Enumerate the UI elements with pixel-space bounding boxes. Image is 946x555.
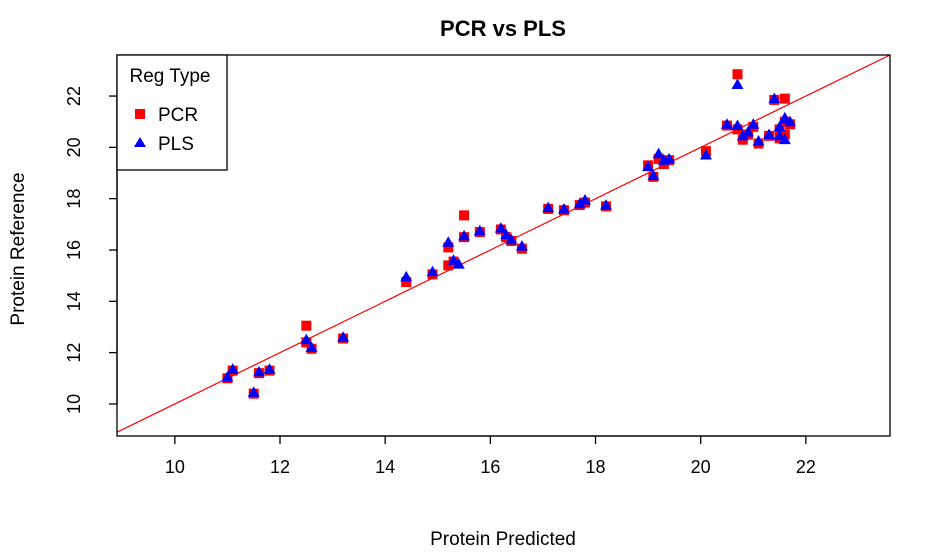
pls-point xyxy=(747,118,760,129)
pcr-point xyxy=(459,210,470,221)
y-tick-label: 12 xyxy=(64,343,84,363)
pls-point xyxy=(337,331,350,342)
pls-point xyxy=(305,341,318,352)
pls-point xyxy=(784,115,797,127)
pls-point xyxy=(731,119,744,131)
pls-point xyxy=(247,386,260,397)
pls-point xyxy=(768,92,781,104)
pls-point xyxy=(442,236,455,247)
y-tick-label: 20 xyxy=(64,137,84,157)
pls-point xyxy=(778,133,791,145)
pls-point xyxy=(557,202,570,214)
x-axis: 10 12 14 16 18 20 22 xyxy=(165,435,816,477)
x-tick-label: 14 xyxy=(375,457,395,477)
y-tick-label: 18 xyxy=(64,189,84,209)
legend-title: Reg Type xyxy=(130,66,211,87)
pls-point xyxy=(473,224,486,236)
pcr-point xyxy=(401,277,412,288)
x-tick-label: 12 xyxy=(270,457,290,477)
pls-point xyxy=(252,365,265,377)
pls-point xyxy=(579,193,592,205)
y-axis-title: Protein Reference xyxy=(8,172,29,325)
pcr-point xyxy=(301,320,312,331)
pcr-point xyxy=(443,242,454,253)
pls-point xyxy=(505,233,518,245)
y-tick-label: 14 xyxy=(64,291,84,311)
x-tick-label: 16 xyxy=(480,457,500,477)
data-points-layer xyxy=(221,69,797,399)
pls-point xyxy=(226,363,239,374)
legend-pcr-marker xyxy=(135,109,145,119)
chart-title: PCR vs PLS xyxy=(440,16,566,41)
pls-point xyxy=(600,199,613,210)
pcr-point xyxy=(779,93,790,104)
legend-pls-marker xyxy=(134,137,146,147)
pls-point xyxy=(773,120,786,132)
x-tick-label: 10 xyxy=(165,457,185,477)
x-tick-label: 20 xyxy=(691,457,711,477)
legend: Reg Type PCR PLS xyxy=(116,54,228,171)
pls-point xyxy=(542,201,555,213)
pls-point xyxy=(263,363,276,374)
plot-frame xyxy=(116,54,891,437)
pls-point xyxy=(458,229,471,241)
x-tick-label: 18 xyxy=(586,457,606,477)
pls-point xyxy=(221,370,234,382)
pls-point xyxy=(663,152,676,164)
pls-point xyxy=(642,160,655,172)
pls-point xyxy=(731,78,744,90)
y-axis: 10 12 14 16 18 20 22 xyxy=(64,86,118,414)
x-axis-title: Protein Predicted xyxy=(430,529,576,550)
pls-point xyxy=(763,128,776,140)
legend-pcr-label: PCR xyxy=(158,105,198,126)
pls-point xyxy=(426,265,439,277)
legend-pls-label: PLS xyxy=(158,134,194,155)
pls-point xyxy=(300,333,313,345)
pls-point xyxy=(515,240,528,251)
y-tick-label: 16 xyxy=(64,240,84,260)
pcr-point xyxy=(732,69,743,80)
pls-point xyxy=(500,228,513,240)
pls-point xyxy=(400,270,413,282)
pls-point xyxy=(736,129,749,141)
pls-point xyxy=(720,118,733,129)
y-tick-label: 10 xyxy=(64,394,84,414)
pls-point xyxy=(647,169,660,181)
pls-point xyxy=(652,147,665,159)
pcr-point xyxy=(443,260,454,271)
series-pls xyxy=(221,78,797,397)
y-tick-label: 22 xyxy=(64,86,84,106)
pcr-point xyxy=(653,153,664,164)
pls-point xyxy=(752,134,765,146)
pls-point xyxy=(742,125,755,137)
pls-point xyxy=(452,258,465,269)
reference-line xyxy=(117,55,890,433)
pls-point xyxy=(699,149,712,160)
reference-line-layer xyxy=(117,55,890,433)
x-tick-label: 22 xyxy=(796,457,816,477)
pls-point xyxy=(494,222,507,233)
pls-point xyxy=(573,197,586,209)
